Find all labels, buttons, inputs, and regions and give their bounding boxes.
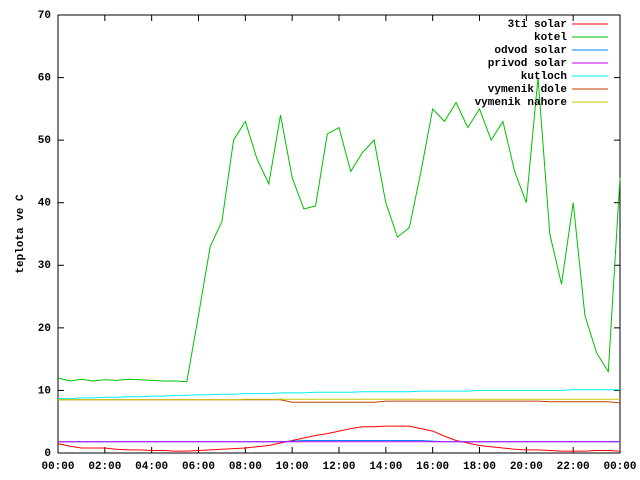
y-axis-label: teplota ve C	[15, 194, 27, 274]
y-tick-label: 40	[38, 198, 51, 210]
legend-label: kutloch	[521, 71, 567, 83]
x-tick-label: 14:00	[369, 461, 402, 473]
x-tick-label: 04:00	[135, 461, 168, 473]
legend-label: vymenik nahore	[475, 97, 568, 109]
series-line	[57, 425, 621, 452]
y-tick-label: 60	[38, 72, 51, 84]
series-line	[58, 389, 620, 400]
x-tick-label: 02:00	[88, 461, 121, 473]
legend-label: odvod solar	[494, 45, 567, 57]
series-line	[58, 398, 620, 401]
y-tick-label: 30	[38, 260, 51, 272]
legend-label: kotel	[534, 32, 567, 44]
legend-label: privod solar	[488, 58, 567, 70]
x-tick-label: 08:00	[229, 461, 262, 473]
legend-label: 3ti solar	[508, 19, 567, 31]
x-tick-label: 20:00	[510, 461, 543, 473]
x-tick-label: 16:00	[416, 461, 449, 473]
x-tick-label: 00:00	[603, 461, 636, 473]
y-tick-label: 0	[44, 448, 51, 460]
x-tick-label: 10:00	[276, 461, 309, 473]
series-line	[57, 77, 621, 383]
y-tick-label: 20	[38, 323, 51, 335]
y-tick-label: 10	[38, 385, 51, 397]
y-tick-label: 70	[38, 10, 51, 22]
x-tick-label: 06:00	[182, 461, 215, 473]
legend-label: vymenik dole	[488, 84, 568, 96]
x-tick-label: 18:00	[463, 461, 496, 473]
x-tick-label: 22:00	[557, 461, 590, 473]
y-tick-label: 50	[38, 135, 51, 147]
x-tick-label: 12:00	[322, 461, 355, 473]
x-tick-label: 00:00	[41, 461, 74, 473]
